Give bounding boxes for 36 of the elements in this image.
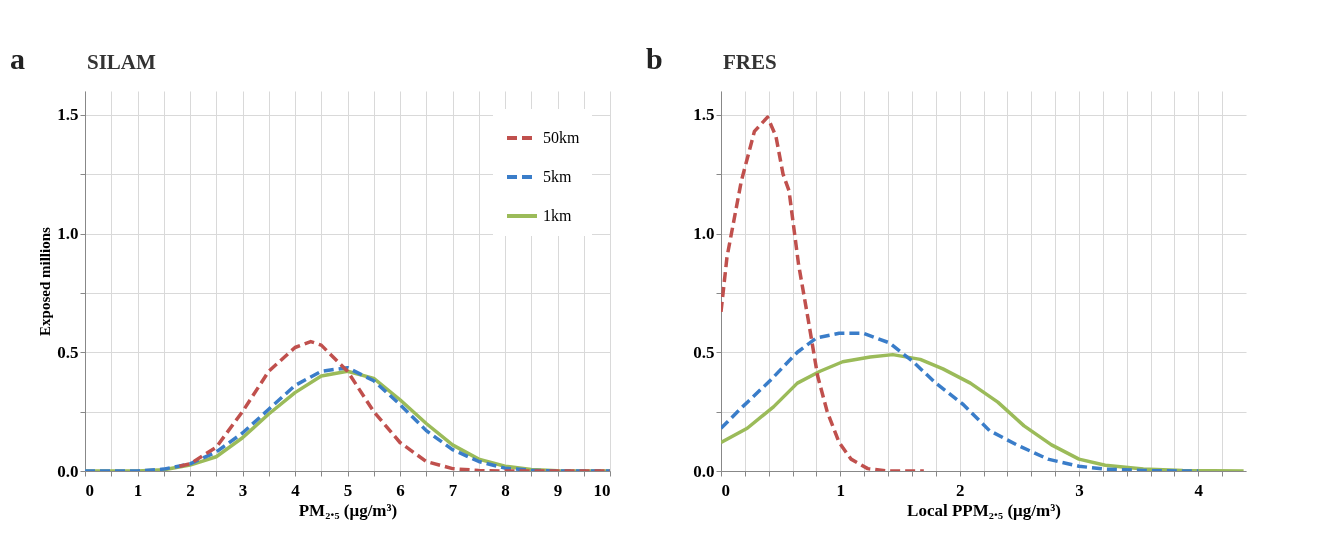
y-tick-label: 0.0 [693, 461, 715, 481]
x-tick-label: 2 [186, 480, 195, 500]
legend-label: 50km [543, 129, 580, 146]
text: a [10, 42, 25, 75]
x-tick-label: 9 [553, 480, 563, 500]
x-tick-label: 0 [721, 480, 730, 500]
x-axis-title: Local PPM₂.₅ (μg/m³) [907, 500, 1061, 520]
line-series [721, 331, 1201, 471]
x-tick-label: 4 [291, 480, 301, 500]
chart-title: SILAM [87, 50, 157, 74]
x-tick-label: 2 [955, 480, 965, 500]
x-tick-label: 4 [1194, 480, 1204, 500]
x-tick-label: 1 [836, 480, 846, 500]
x-tick-label: 5 [343, 480, 353, 500]
legend-label: 1km [543, 207, 572, 224]
y-tick-label: 1.5 [693, 105, 715, 125]
text: b [646, 42, 663, 75]
x-tick-label: 8 [501, 480, 510, 500]
x-tick-label: 10 [593, 480, 611, 500]
y-tick-label: 0.5 [693, 342, 715, 362]
x-tick-label: 1 [133, 480, 143, 500]
y-tick-label: 1.5 [57, 105, 79, 125]
y-tick-label: 0.0 [57, 461, 79, 481]
x-tick-label: 3 [1075, 480, 1084, 500]
y-tick-label: 1.0 [57, 224, 79, 243]
chart-title: FRES [723, 50, 777, 74]
y-tick-label: 1.0 [693, 224, 715, 243]
x-axis-title: PM₂.₅ (μg/m³) [298, 500, 398, 520]
x-tick-label: 0 [85, 480, 94, 500]
y-tick-label: 0.5 [57, 342, 79, 362]
x-tick-label: 7 [448, 480, 458, 500]
line-series [721, 115, 926, 471]
legend-label: 5km [543, 168, 572, 185]
y-axis-title: Exposed millions [37, 226, 54, 336]
x-tick-label: 3 [238, 480, 248, 500]
x-tick-label: 6 [396, 480, 405, 500]
